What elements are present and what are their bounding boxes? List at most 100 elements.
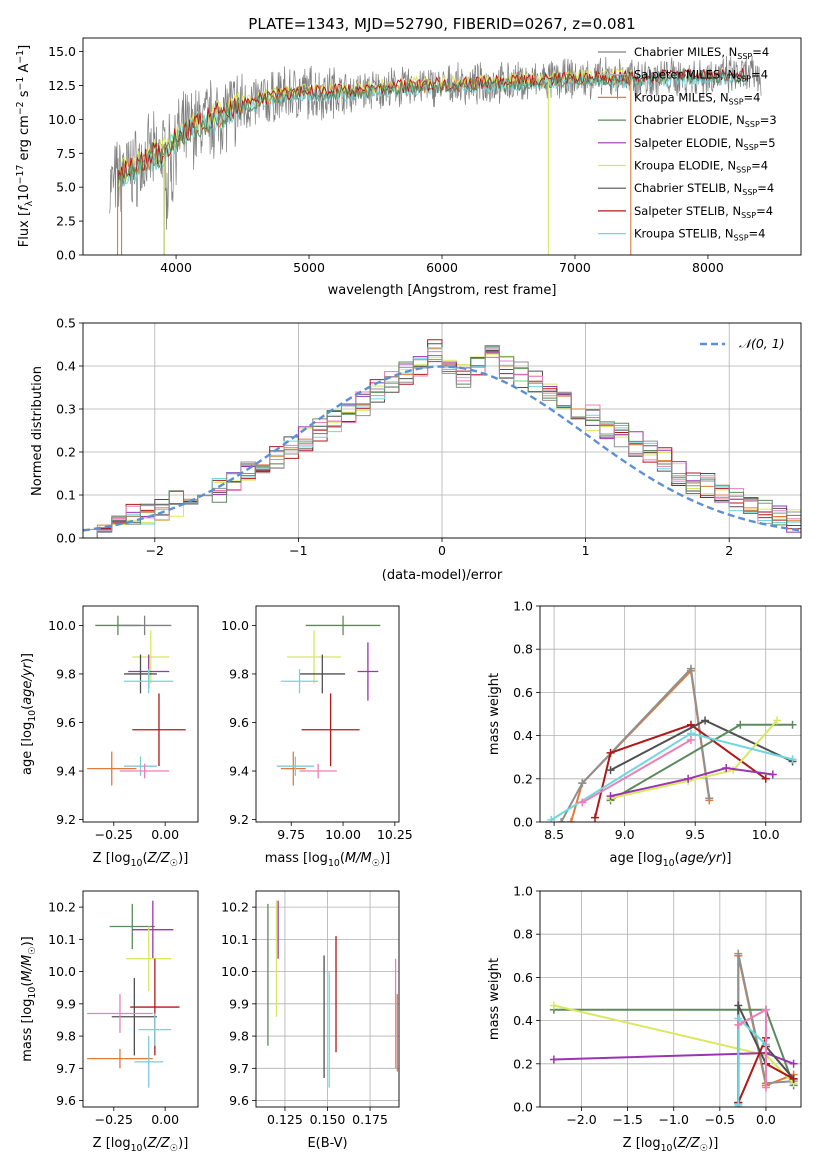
x-tick-label: 0 bbox=[438, 543, 446, 558]
x-tick-label: 0.0 bbox=[756, 1112, 776, 1127]
y-tick-label: 10.2 bbox=[48, 900, 76, 915]
x-tick-label: −1.0 bbox=[659, 1112, 689, 1127]
axes-frame bbox=[82, 37, 802, 256]
mass-weight-marker bbox=[734, 1020, 743, 1029]
mass-weight-marker bbox=[701, 716, 710, 725]
x-tick-label: 5000 bbox=[293, 260, 325, 275]
x-axis-label: Z [log10(Z/Z☉)] bbox=[93, 851, 189, 869]
panel-residuals: −2 −1 0 1 2 0.0 0.1 0.2 0.3 0.4 0.5 𝒩(0, 1) (data-mo… bbox=[30, 316, 802, 583]
legend-label: 𝒩(0, 1) bbox=[739, 336, 785, 351]
error-bar bbox=[87, 1048, 153, 1069]
error-bar bbox=[87, 994, 153, 1033]
x-tick-label: 0.175 bbox=[352, 1112, 388, 1127]
panel-spectrum: 4000 5000 6000 7000 8000 0.0 2.5 5.0 7.5 10.0 12.5… bbox=[15, 37, 802, 298]
y-tick-label: 0.8 bbox=[513, 927, 533, 942]
mass-weight-marker bbox=[549, 1001, 558, 1010]
y-tick-label: 0.0 bbox=[56, 531, 76, 546]
mass-weight-marker bbox=[686, 664, 695, 673]
mass-weight-marker bbox=[768, 770, 777, 779]
plot-area-residuals bbox=[83, 339, 801, 538]
y-tick-label: 0.0 bbox=[513, 815, 533, 830]
error-bar bbox=[124, 669, 174, 694]
y-tick-label: 0.8 bbox=[513, 642, 533, 657]
error-bar bbox=[357, 642, 379, 701]
error-bar bbox=[287, 630, 341, 684]
error-bar bbox=[299, 654, 346, 694]
y-tick-label: 0.6 bbox=[513, 685, 533, 700]
error-bar bbox=[305, 615, 381, 636]
legend-label: Chabrier ELODIE, NSSP=3 bbox=[634, 113, 777, 129]
mass-weight-line bbox=[570, 668, 711, 822]
mass-weight-line bbox=[610, 766, 773, 798]
y-axis-label: mass weight bbox=[487, 958, 502, 1040]
mass-weight-marker bbox=[722, 764, 731, 772]
plot-area-massweight_vs_age bbox=[547, 664, 797, 822]
y-tick-label: 0.3 bbox=[56, 402, 76, 417]
mass-weight-marker bbox=[761, 1083, 770, 1092]
y-tick-label: 0.4 bbox=[513, 728, 533, 743]
panel-mass_vs_Z: −0.25 0.00 9.6 9.7 9.8 9.9 10.0 10.1 10.2 Z [log1… bbox=[20, 890, 199, 1154]
y-tick-label: 5.0 bbox=[56, 180, 76, 195]
error-bar bbox=[124, 756, 157, 776]
legend-label: Salpeter MILES, NSSP=4 bbox=[634, 68, 768, 84]
y-tick-label: 9.6 bbox=[56, 1093, 76, 1108]
error-bar bbox=[126, 926, 172, 991]
mass-weight-marker bbox=[591, 813, 600, 822]
y-tick-label: 9.9 bbox=[229, 996, 249, 1011]
x-axis-label: Z [log10(Z/Z☉)] bbox=[93, 1136, 189, 1154]
mass-weight-marker bbox=[736, 720, 745, 729]
mass-weight-marker bbox=[606, 748, 615, 757]
y-tick-label: 9.7 bbox=[229, 1061, 249, 1076]
mass-weight-line bbox=[560, 666, 711, 822]
y-tick-label: 0.2 bbox=[513, 1056, 533, 1071]
y-tick-label: 10.2 bbox=[221, 900, 249, 915]
x-tick-label: 10.25 bbox=[377, 827, 413, 842]
mass-weight-line bbox=[594, 723, 767, 818]
x-tick-label: 0.00 bbox=[151, 1112, 179, 1127]
x-tick-label: 8000 bbox=[692, 260, 724, 275]
y-axis-label: age [log10(age/yr)] bbox=[20, 653, 38, 775]
legend-label: Chabrier STELIB, NSSP=4 bbox=[634, 181, 774, 197]
x-tick-label: 10.00 bbox=[325, 827, 361, 842]
plot-area-spectrum bbox=[109, 55, 762, 255]
plot-area-age_vs_Z bbox=[87, 615, 186, 786]
x-tick-label: −0.25 bbox=[95, 1112, 133, 1127]
legend-label: Salpeter ELODIE, NSSP=5 bbox=[634, 136, 776, 152]
y-tick-label: 0.2 bbox=[56, 445, 76, 460]
mass-weight-marker bbox=[734, 1001, 743, 1010]
error-bar bbox=[119, 763, 170, 779]
y-tick-label: 10.0 bbox=[48, 964, 76, 979]
x-axis-label: wavelength [Angstrom, rest frame] bbox=[328, 283, 557, 298]
mass-weight-marker bbox=[734, 1100, 743, 1107]
y-tick-label: 9.9 bbox=[56, 996, 76, 1011]
x-tick-label: −2 bbox=[146, 543, 164, 558]
x-axis-label: mass [log10(M/M☉)] bbox=[265, 851, 391, 869]
y-axis-label: Flux [fλ10−17 erg cm−2 s−1 A−1] bbox=[15, 45, 35, 247]
error-bar bbox=[111, 978, 157, 1056]
y-tick-label: 10.0 bbox=[221, 618, 249, 633]
mass-weight-marker bbox=[578, 779, 587, 788]
error-bar bbox=[117, 615, 172, 636]
mass-weight-marker bbox=[684, 774, 693, 783]
x-tick-label: 4000 bbox=[160, 260, 192, 275]
y-tick-label: 9.4 bbox=[229, 764, 249, 779]
error-bar bbox=[299, 763, 337, 779]
plot-area-mass_vs_Z bbox=[87, 900, 180, 1088]
y-tick-label: 10.0 bbox=[48, 618, 76, 633]
x-tick-label: 0.125 bbox=[267, 1112, 303, 1127]
y-tick-label: 9.2 bbox=[56, 812, 76, 827]
legend-label: Kroupa STELIB, NSSP=4 bbox=[634, 227, 765, 243]
x-tick-label: −2.0 bbox=[566, 1112, 596, 1127]
y-tick-label: 0.1 bbox=[56, 488, 76, 503]
y-tick-label: 0.0 bbox=[56, 248, 76, 263]
mass-weight-marker bbox=[788, 755, 797, 764]
panel-massweight_vs_Z: −2.0 −1.5 −1.0 −0.5 0.0 0.0 0.2 0.4 0.6 0.8 1.0 Z [… bbox=[487, 884, 802, 1154]
y-tick-label: 0.5 bbox=[56, 316, 76, 331]
error-bar bbox=[132, 900, 174, 959]
y-tick-label: 0.2 bbox=[513, 771, 533, 786]
y-tick-label: 9.8 bbox=[56, 1029, 76, 1044]
mass-weight-marker bbox=[773, 716, 782, 725]
y-tick-label: 7.5 bbox=[56, 146, 76, 161]
x-tick-label: −0.5 bbox=[705, 1112, 735, 1127]
x-tick-label: 9.75 bbox=[277, 827, 305, 842]
